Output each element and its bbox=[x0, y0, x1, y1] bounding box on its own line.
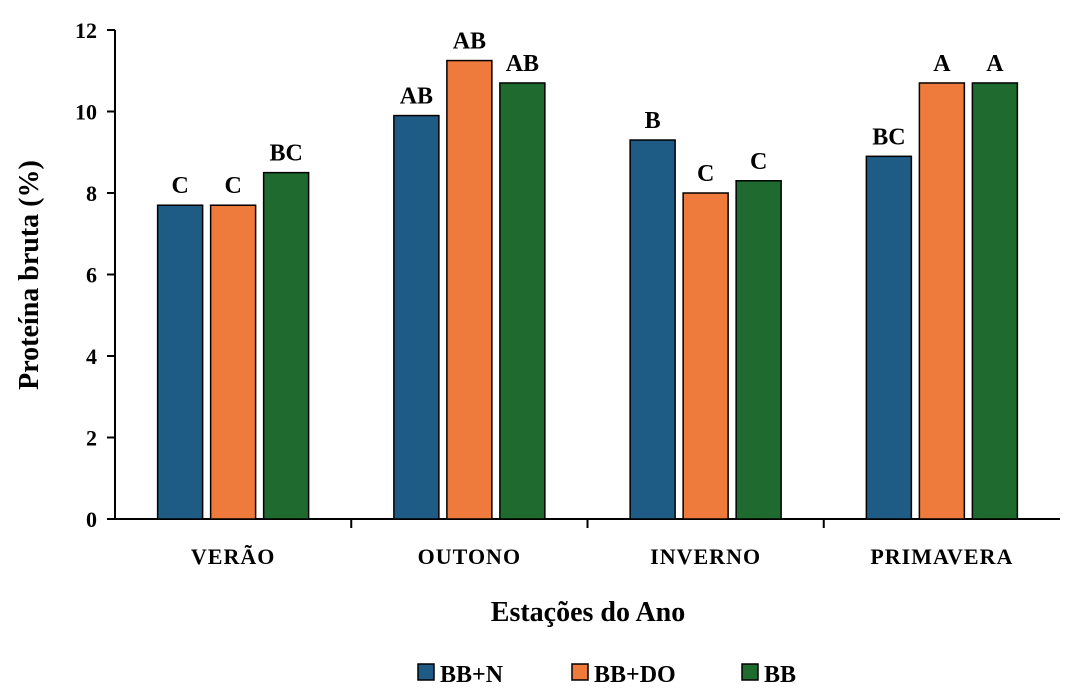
bar-significance-label: BC bbox=[872, 124, 905, 150]
y-tick-label: 4 bbox=[86, 344, 97, 369]
y-tick-label: 6 bbox=[86, 263, 97, 288]
bar-significance-label: A bbox=[986, 51, 1004, 77]
y-tick-label: 2 bbox=[86, 426, 97, 451]
x-category-label: PRIMAVERA bbox=[870, 544, 1013, 569]
bar-significance-label: AB bbox=[506, 51, 539, 77]
y-tick-label: 12 bbox=[75, 18, 97, 43]
legend-item: BB+DO bbox=[571, 662, 676, 688]
bar-significance-label: A bbox=[933, 51, 951, 77]
y-ticks: 0 2 4 6 8 10 12 bbox=[75, 18, 115, 532]
bar bbox=[499, 82, 546, 520]
y-tick-label: 0 bbox=[86, 507, 97, 532]
bar-significance-label: C bbox=[750, 149, 767, 175]
y-tick-label: 8 bbox=[86, 181, 97, 206]
legend-swatch bbox=[741, 663, 759, 681]
bar bbox=[156, 204, 204, 520]
legend-item: BB bbox=[741, 662, 796, 688]
bar bbox=[682, 192, 729, 520]
x-category-label: VERÃO bbox=[191, 544, 275, 569]
bars bbox=[156, 59, 1019, 520]
y-axis-title: Proteína bruta (%) bbox=[14, 160, 45, 390]
axes bbox=[114, 30, 1060, 520]
bar-significance-label: C bbox=[224, 173, 241, 199]
bar bbox=[393, 114, 440, 520]
bar-significance-label: B bbox=[645, 108, 661, 134]
bar-significance-label: AB bbox=[400, 84, 433, 110]
bar bbox=[918, 82, 966, 520]
y-tick-label: 10 bbox=[75, 100, 97, 125]
bar-significance-label: AB bbox=[453, 29, 486, 55]
bar-significance-label: C bbox=[697, 161, 714, 187]
bar bbox=[446, 59, 493, 520]
legend-label: BB+DO bbox=[594, 662, 676, 688]
legend-label: BB bbox=[764, 662, 796, 688]
legend-swatch bbox=[571, 663, 589, 681]
x-ticks bbox=[350, 519, 825, 528]
bar bbox=[735, 180, 782, 520]
legend-swatch bbox=[417, 663, 435, 681]
bar-significance-label: BC bbox=[269, 141, 302, 167]
legend-item: BB+N bbox=[417, 662, 504, 688]
bar bbox=[865, 155, 913, 520]
bar bbox=[629, 139, 676, 520]
bar bbox=[971, 82, 1019, 520]
legend: BB+N BB+DO BB bbox=[417, 662, 796, 688]
x-axis-title: Estações do Ano bbox=[491, 597, 685, 628]
bar bbox=[209, 204, 257, 520]
category-labels: VERÃO OUTONO INVERNO PRIMAVERA bbox=[191, 544, 1013, 569]
bar bbox=[262, 171, 310, 520]
x-category-label: INVERNO bbox=[650, 544, 761, 569]
bar-significance-label: C bbox=[171, 173, 188, 199]
legend-label: BB+N bbox=[440, 662, 504, 688]
x-category-label: OUTONO bbox=[418, 544, 521, 569]
